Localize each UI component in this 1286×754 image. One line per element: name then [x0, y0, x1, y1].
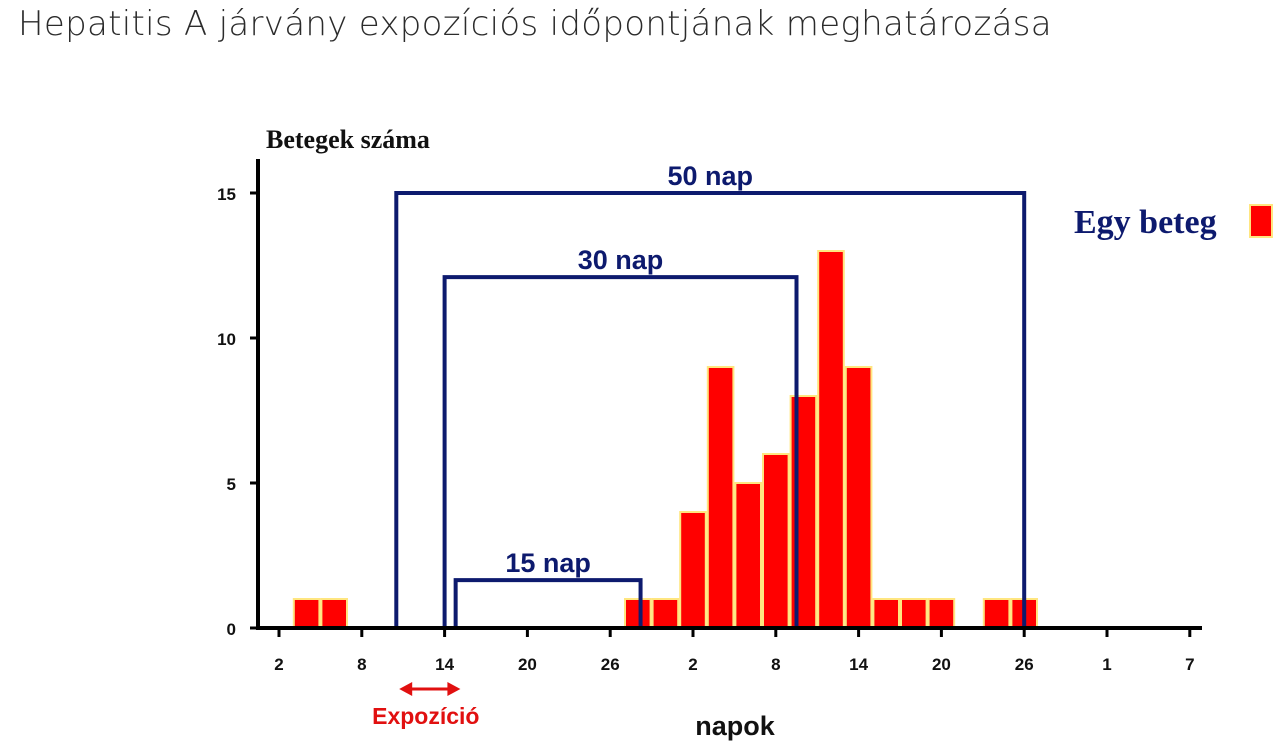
x-tick-label: 14: [435, 655, 454, 674]
interval-label-3: 15 nap: [505, 548, 591, 578]
x-tick-label: 2: [688, 655, 697, 674]
bar-10: [817, 250, 845, 629]
y-tick-label: 5: [227, 475, 236, 494]
bar-4: [651, 598, 680, 629]
x-tick-label: 2: [274, 655, 283, 674]
bars-group: [292, 250, 1039, 629]
interval-label-2: 30 nap: [578, 245, 664, 275]
bar-13: [900, 598, 928, 629]
x-tick-label: 26: [601, 655, 620, 674]
exposure-arrow-icon: [399, 682, 461, 696]
y-tick-label: 10: [217, 330, 236, 349]
y-tick-label: 0: [227, 620, 236, 639]
bar-9: [789, 395, 818, 629]
bar-2: [320, 598, 348, 629]
y-tick-label: 15: [217, 185, 236, 204]
legend-label: Egy beteg: [1074, 204, 1217, 241]
x-tick-label: 20: [932, 655, 951, 674]
x-axis-label: napok: [695, 711, 775, 741]
bar-11: [844, 366, 873, 629]
bar-8: [762, 453, 790, 629]
bar-1: [292, 598, 321, 629]
bar-5: [679, 511, 707, 629]
axes: [250, 159, 1202, 637]
legend: Egy beteg: [1074, 204, 1273, 241]
bar-3: [624, 598, 652, 629]
bar-6: [706, 366, 735, 629]
legend-swatch: [1249, 204, 1273, 238]
interval-bracket-3: [453, 578, 643, 628]
tick-labels: 0 5 10 15 2 8 14 20 26 2 8 14 20 26 1 7: [217, 185, 1194, 674]
exposure-label: Expozíció: [372, 703, 479, 729]
x-tick-label: 8: [357, 655, 366, 674]
slide-title: Hepatitis A járvány expozíciós időpontjá…: [18, 4, 1052, 44]
interval-brackets: 50 nap 30 nap 15 nap: [394, 161, 1027, 628]
x-tick-label: 26: [1015, 655, 1034, 674]
x-tick-label: 7: [1185, 655, 1194, 674]
interval-bracket-1: [394, 191, 1027, 628]
bar-14: [927, 598, 956, 629]
exposure-marker: Expozíció: [372, 682, 479, 729]
x-tick-label: 8: [771, 655, 780, 674]
x-tick-label: 14: [849, 655, 868, 674]
bar-7: [734, 482, 763, 629]
x-tick-label: 20: [518, 655, 537, 674]
interval-bracket-2: [442, 275, 799, 628]
interval-label-1: 50 nap: [667, 161, 753, 191]
bar-12: [872, 598, 901, 629]
x-tick-label: 1: [1102, 655, 1111, 674]
bar-15: [982, 598, 1011, 629]
y-axis-label: Betegek száma: [266, 125, 430, 154]
